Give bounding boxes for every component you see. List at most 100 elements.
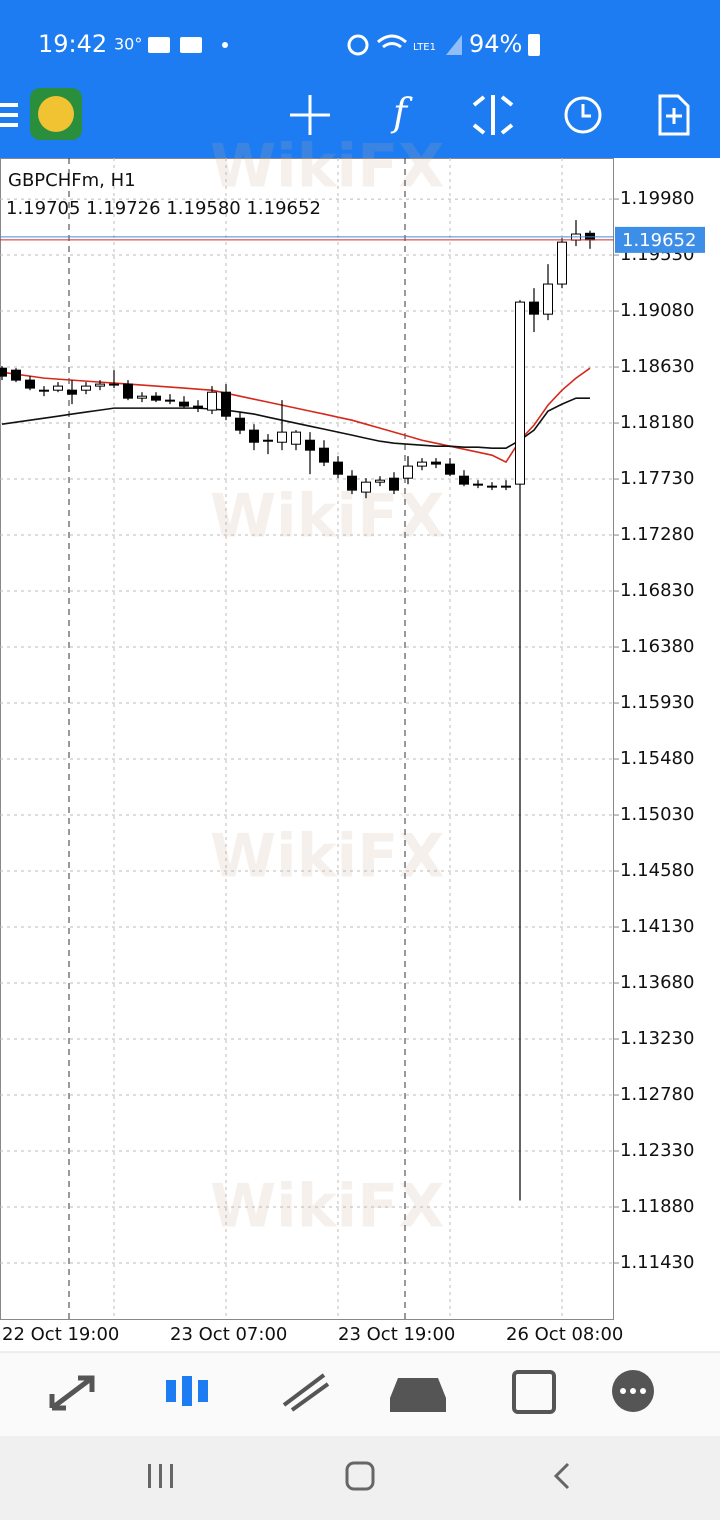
candle-body	[375, 479, 385, 483]
chart-title: GBPCHFm, H1	[8, 170, 136, 191]
candle-body	[0, 367, 7, 377]
y-tick-label: 1.17730	[620, 468, 694, 489]
candle-body	[207, 391, 217, 411]
app-bar	[0, 0, 720, 158]
candle-body	[53, 385, 63, 391]
y-tick-label: 1.19980	[620, 188, 694, 209]
candle-body	[263, 439, 273, 442]
y-tick-label: 1.11880	[620, 1196, 694, 1217]
y-tick-label: 1.19080	[620, 300, 694, 321]
candle-body	[333, 461, 343, 475]
candle-body	[137, 395, 147, 399]
candle-body	[95, 383, 105, 387]
candle-body	[165, 399, 175, 402]
candle-body	[67, 389, 77, 395]
status-icon	[148, 37, 170, 53]
chart-tab[interactable]	[166, 1376, 208, 1406]
candle-body	[179, 401, 189, 407]
history-tab[interactable]	[390, 1378, 446, 1412]
candle-body	[417, 461, 427, 467]
menu-icon[interactable]	[0, 103, 18, 127]
y-tick-label: 1.16830	[620, 580, 694, 601]
bottom-nav	[0, 1352, 720, 1436]
battery-icon	[528, 34, 540, 56]
candle-body	[529, 301, 539, 315]
y-tick-label: 1.12330	[620, 1140, 694, 1161]
x-tick-label: 23 Oct 07:00	[170, 1324, 287, 1345]
watermark: WikiFX	[210, 482, 444, 552]
back-button[interactable]	[553, 1462, 570, 1490]
candle-body	[431, 461, 441, 465]
price-label: 1.19652	[622, 230, 696, 251]
recents-button[interactable]	[148, 1464, 173, 1488]
candle-body	[557, 241, 567, 285]
candle-body	[249, 429, 259, 443]
candle-body	[305, 439, 315, 451]
app-logo-mark	[38, 96, 74, 132]
candle-body	[39, 389, 49, 392]
status-icon	[180, 37, 202, 53]
trade-tab[interactable]	[282, 1373, 330, 1412]
y-tick-label: 1.13230	[620, 1028, 694, 1049]
candle-body	[221, 391, 231, 417]
y-tick-label: 1.13680	[620, 972, 694, 993]
candle-body	[81, 385, 91, 391]
moving-average-line	[1, 397, 590, 449]
plot-frame	[0, 158, 614, 1320]
y-tick-label: 1.15480	[620, 748, 694, 769]
status-time: 19:42	[38, 30, 107, 58]
candle-body	[473, 483, 483, 486]
chart-subtitle: 1.19705 1.19726 1.19580 1.19652	[6, 198, 321, 219]
x-tick-label: 23 Oct 19:00	[338, 1324, 455, 1345]
status-dot	[222, 42, 228, 48]
x-tick-label: 26 Oct 08:00	[506, 1324, 623, 1345]
quotes-tab[interactable]	[49, 1375, 95, 1411]
status-network: LTE1	[413, 42, 436, 53]
watermark: WikiFX	[210, 1172, 444, 1242]
candle-body	[347, 475, 357, 491]
new-order-button[interactable]	[658, 94, 690, 136]
wifi-icon	[377, 34, 407, 49]
y-tick-label: 1.17280	[620, 524, 694, 545]
candle-body	[389, 477, 399, 491]
trade-button[interactable]	[472, 95, 514, 135]
price-label-box	[615, 226, 705, 253]
watermark: WikiFX	[210, 822, 444, 892]
y-tick-label: 1.15030	[620, 804, 694, 825]
candle-body	[235, 417, 245, 431]
candle-body	[151, 395, 161, 401]
candle-body	[515, 301, 525, 485]
y-tick-label: 1.18180	[620, 412, 694, 433]
alarm-icon	[347, 34, 369, 56]
y-tick-label: 1.11430	[620, 1252, 694, 1273]
candle-body	[459, 475, 469, 485]
messages-dots	[620, 1388, 646, 1394]
candle-body	[403, 465, 413, 479]
candle-body	[445, 463, 455, 475]
candle-body	[543, 283, 553, 315]
signal-icon	[446, 35, 462, 55]
crosshair-button[interactable]	[290, 95, 330, 135]
candle-body	[109, 383, 119, 386]
system-nav	[0, 1436, 720, 1520]
candle-body	[487, 485, 497, 488]
y-tick-label: 1.18630	[620, 356, 694, 377]
candle-body	[11, 369, 21, 381]
candle-body	[501, 485, 511, 488]
status-battery: 94%	[469, 30, 522, 58]
candle-body	[123, 383, 133, 399]
candle-body	[193, 405, 203, 409]
y-tick-label: 1.15930	[620, 692, 694, 713]
candle-body	[361, 481, 371, 493]
x-tick-label: 22 Oct 19:00	[2, 1324, 119, 1345]
timeframe-button[interactable]	[564, 96, 602, 134]
candle-body	[277, 431, 287, 443]
candle-body	[291, 431, 301, 445]
y-tick-label: 1.14580	[620, 860, 694, 881]
news-tab[interactable]	[512, 1370, 556, 1414]
y-tick-label: 1.16380	[620, 636, 694, 657]
watermark: WikiFX	[210, 132, 444, 202]
home-button[interactable]	[345, 1461, 375, 1491]
y-tick-label: 1.14130	[620, 916, 694, 937]
candle-body	[319, 447, 329, 463]
